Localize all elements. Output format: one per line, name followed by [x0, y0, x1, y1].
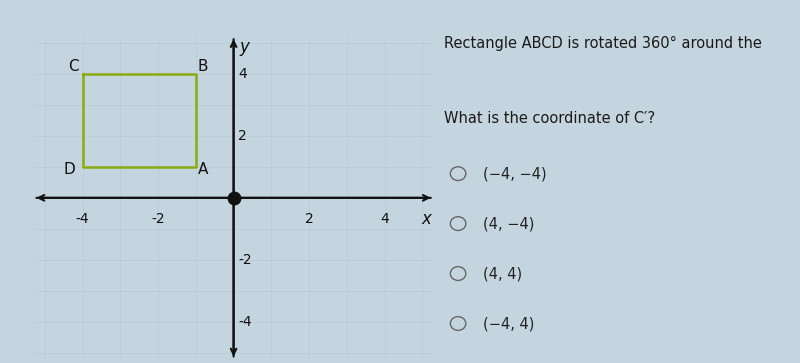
Text: (4, 4): (4, 4)	[482, 266, 522, 281]
Text: -4: -4	[76, 212, 90, 226]
Text: 4: 4	[380, 212, 389, 226]
Text: Rectangle ABCD is rotated 360° around the: Rectangle ABCD is rotated 360° around th…	[444, 36, 762, 51]
Text: 4: 4	[238, 66, 247, 81]
Text: (−4, 4): (−4, 4)	[482, 316, 534, 331]
Text: D: D	[63, 162, 75, 178]
Text: C: C	[68, 59, 78, 74]
Text: (−4, −4): (−4, −4)	[482, 166, 546, 181]
Text: -2: -2	[238, 253, 252, 267]
Text: -2: -2	[151, 212, 165, 226]
Text: A: A	[198, 162, 208, 178]
Text: 2: 2	[238, 129, 247, 143]
Text: (4, −4): (4, −4)	[482, 216, 534, 231]
Text: x: x	[422, 210, 432, 228]
Text: B: B	[198, 59, 208, 74]
Text: y: y	[239, 38, 249, 56]
Text: -4: -4	[238, 315, 252, 329]
Text: What is the coordinate of C′?: What is the coordinate of C′?	[444, 111, 655, 126]
Text: 2: 2	[305, 212, 314, 226]
